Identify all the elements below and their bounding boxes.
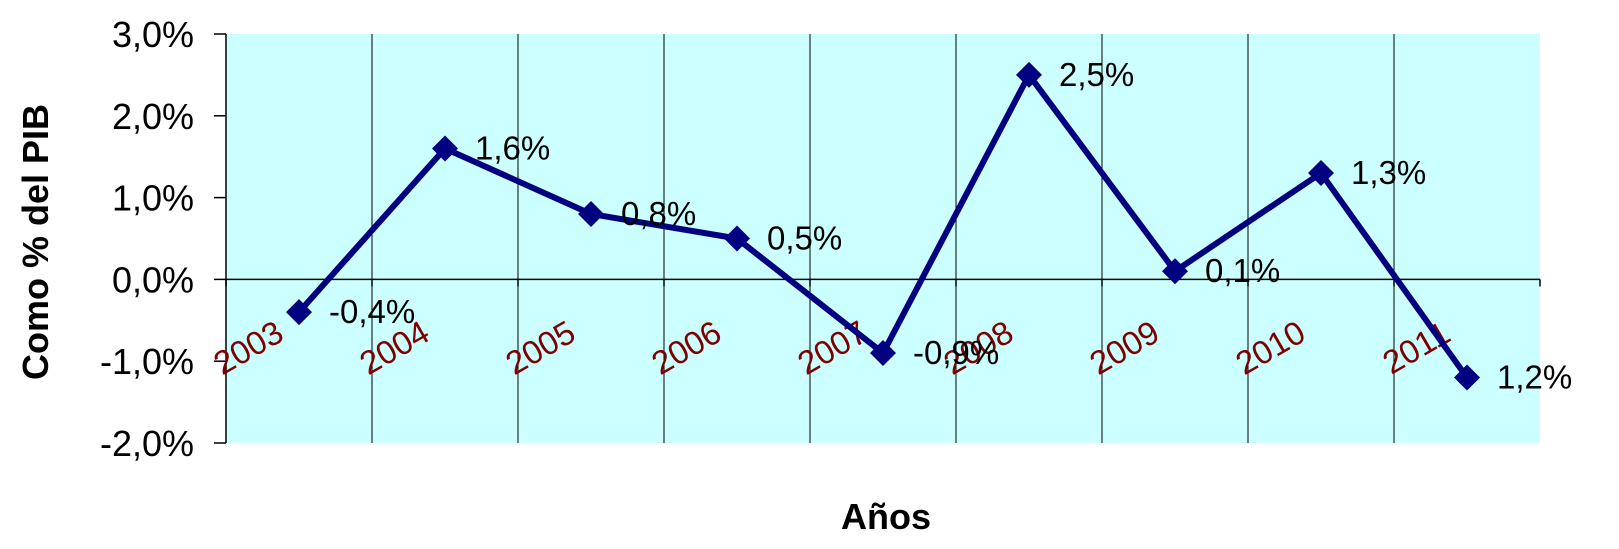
- data-label: 2,5%: [1059, 56, 1134, 93]
- y-tick-label: -1,0%: [100, 341, 194, 382]
- y-tick-label: 2,0%: [112, 96, 194, 137]
- data-point: [1162, 258, 1188, 285]
- data-point: [870, 340, 896, 367]
- y-tick-label: 3,0%: [112, 14, 194, 55]
- data-label: -0,9%: [913, 334, 999, 371]
- y-axis-title: Como % del PIB: [15, 104, 56, 380]
- data-point: [286, 299, 312, 326]
- data-point: [1308, 160, 1334, 187]
- data-label: 0,8%: [621, 195, 696, 232]
- data-label: 0,5%: [767, 220, 842, 257]
- plot-area: [226, 34, 1540, 443]
- y-tick-labels: 3,0% 2,0% 1,0% 0,0% -1,0% -2,0%: [100, 14, 226, 464]
- data-label: 1,2%: [1497, 359, 1572, 396]
- data-label: 1,6%: [475, 130, 550, 167]
- data-point: [1454, 364, 1480, 391]
- y-tick-label: 0,0%: [112, 259, 194, 300]
- data-label: 1,3%: [1351, 154, 1426, 191]
- data-point: [724, 225, 750, 252]
- x-axis-title: Años: [841, 496, 931, 537]
- data-point: [1016, 61, 1042, 88]
- data-label: 0,1%: [1205, 252, 1280, 289]
- axes: [225, 34, 1541, 443]
- data-label: -0,4%: [329, 293, 415, 330]
- y-tick-label: 1,0%: [112, 178, 194, 219]
- series: [286, 61, 1480, 391]
- data-point: [432, 135, 458, 162]
- gridlines: [371, 34, 1395, 443]
- data-point: [578, 200, 604, 227]
- y-tick-label: -2,0%: [100, 423, 194, 464]
- data-labels: -0,4% 1,6% 0,8% 0,5% -0,9% 2,5% 0,1% 1,3% 1,2%: [329, 56, 1572, 396]
